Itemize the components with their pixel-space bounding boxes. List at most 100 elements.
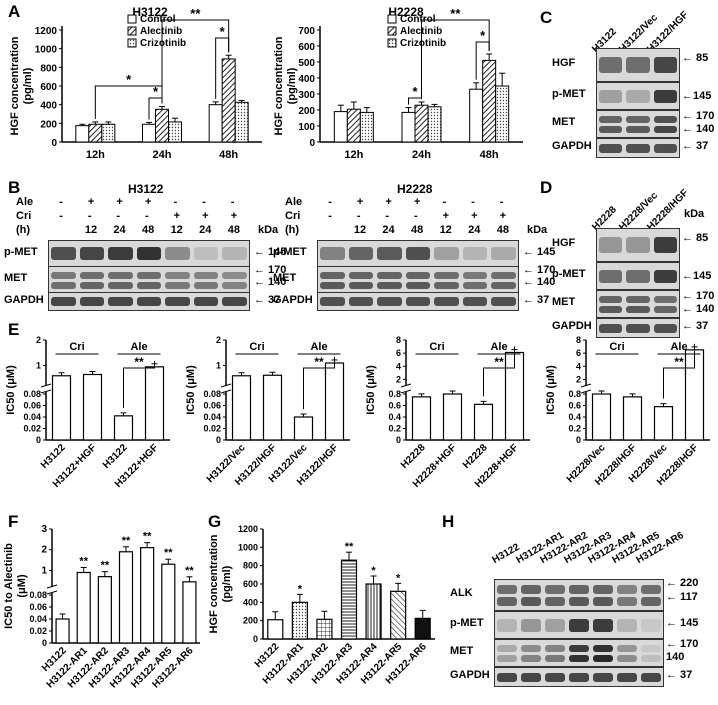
legend-crizotinib: Crizotinib — [140, 38, 186, 49]
blot-band — [434, 247, 459, 260]
y-tick-label: 0 — [42, 638, 47, 648]
blot-band — [497, 672, 517, 682]
blot-band — [462, 247, 488, 260]
y-tick-label: 400 — [243, 597, 258, 607]
y-tick-label: 0.8 — [568, 389, 581, 399]
cri-sign: - — [356, 210, 361, 222]
bar — [140, 547, 155, 644]
group-label-cri: Cri — [429, 341, 444, 353]
bar — [316, 618, 333, 640]
blot-band — [599, 323, 623, 333]
cri-sign: - — [414, 210, 418, 222]
legend-control: Control — [400, 14, 436, 25]
x-tick-label: 12h — [86, 149, 105, 161]
blot-band — [348, 247, 374, 260]
ale-sign: - — [471, 196, 475, 208]
x-tick-label: 24h — [153, 149, 172, 161]
y-tick-label: 0 — [36, 435, 41, 445]
blot-band — [641, 618, 661, 632]
y-axis-label-line-2: (μM) — [16, 574, 28, 598]
significance-bracket — [483, 346, 515, 397]
axis-break-mark — [46, 590, 58, 595]
blot-band — [51, 247, 76, 260]
legend-swatch-alectinib — [127, 26, 137, 36]
y-axis-label: IC50 (μM) — [545, 365, 557, 415]
blot-band-upper — [545, 585, 565, 594]
y-tick-label: 800 — [243, 561, 258, 571]
significance-marker: * — [371, 565, 376, 577]
blot-band — [641, 672, 661, 682]
y-tick-label: 0.08 — [203, 389, 221, 399]
legend-swatch-crizotinib — [387, 38, 397, 48]
blot-band-upper — [521, 644, 541, 652]
y-tick-label: 0.08 — [29, 590, 47, 600]
cri-sign: + — [442, 210, 449, 222]
cri-row-label: Cri — [16, 210, 32, 222]
blot-band-upper — [641, 585, 661, 594]
kda-marker-140: ← 140 — [682, 303, 715, 315]
y-axis-label-line-1: HGF concentration — [208, 534, 220, 633]
bar — [591, 393, 612, 441]
blot-band — [626, 323, 650, 333]
ale-sign: + — [145, 196, 152, 208]
row-label-gapdh: GAPDH — [450, 669, 490, 681]
kda-marker-85: ← 85 — [682, 52, 709, 64]
y-tick-label: 1200 — [238, 524, 258, 534]
significance-marker: ** — [185, 565, 194, 577]
blot-band — [79, 297, 105, 306]
blot-band-lower — [545, 655, 565, 663]
blot-band-lower — [405, 281, 431, 289]
bar — [267, 619, 284, 640]
blot-band — [348, 297, 374, 306]
panel-h-blot: H3122 H3122-AR1 H3122-AR2 H3122-AR3 H3122-AR… — [440, 515, 718, 705]
blot-band — [545, 672, 565, 682]
blot-title: H3122 — [128, 182, 164, 196]
bar-control-12h — [333, 111, 348, 143]
blot-band-upper — [222, 271, 247, 279]
blot-band — [405, 247, 431, 260]
blot-band — [599, 269, 623, 283]
y-tick-label: 8 — [576, 335, 581, 345]
panel-f-chart: IC50 to Alectinib(μM) 0 0.02 0.04 0.06 0.08 1 2… — [3, 524, 200, 690]
row-label-p-met: p-MET — [552, 268, 586, 280]
blot-band — [377, 297, 402, 306]
significance-marker: * — [126, 72, 132, 87]
blot-band — [222, 247, 247, 260]
blot-band-lower — [617, 597, 637, 606]
blot-band-upper — [569, 585, 589, 594]
y-tick-label: 0 — [309, 138, 315, 149]
row-label-gapdh: GAPDH — [4, 293, 44, 306]
panel-a-h3122-chart: H3122 HGF concentration(pg/ml) 0 200 400 600 8… — [9, 5, 262, 161]
y-tick-label: 4 — [576, 361, 581, 371]
significance-bracket — [215, 37, 230, 99]
group-label-ale: Ale — [670, 341, 687, 353]
bar — [340, 559, 358, 640]
y-tick-label: 300 — [298, 90, 315, 101]
panel-letter-g: G — [208, 512, 222, 531]
y-tick-label: 1 — [41, 565, 47, 576]
y-axis-label-line-2: (pg/ml) — [286, 67, 298, 104]
blot-strip-p-met — [596, 262, 680, 290]
kda-marker-140: 140 — [666, 651, 685, 663]
blot-band — [653, 323, 677, 333]
blot-strip-hgf — [596, 228, 680, 262]
axis-break-gap — [47, 587, 57, 593]
bar — [182, 581, 197, 644]
blot-band-lower — [641, 597, 661, 606]
blot-band — [599, 143, 623, 153]
panel-letter-c: C — [540, 8, 553, 27]
significance-bracket — [123, 360, 155, 408]
bar — [291, 601, 308, 640]
axis-break-mark — [220, 389, 232, 394]
blot-band — [377, 247, 402, 260]
significance-bracket — [663, 343, 695, 399]
blot-band — [405, 297, 431, 306]
blot-band-upper — [653, 115, 677, 123]
y-axis-label-line-1: IC50 to Alectinib — [3, 543, 15, 629]
axis-break-gap — [401, 386, 411, 392]
panel-letter-b: B — [8, 178, 21, 197]
y-tick-label: 2 — [396, 374, 401, 384]
axis-break-mark — [40, 389, 52, 394]
y-tick-label: 1000 — [35, 45, 58, 56]
row-label-alk: ALK — [450, 587, 473, 599]
